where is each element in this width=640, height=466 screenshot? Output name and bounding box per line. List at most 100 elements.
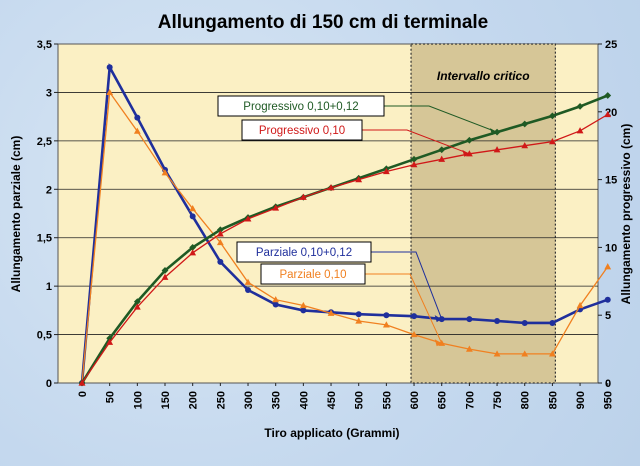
data-point [189, 244, 197, 251]
data-point [576, 301, 584, 309]
data-point [382, 321, 390, 328]
data-point [161, 169, 169, 176]
data-point [134, 114, 141, 121]
chart-title: Allungamento di 150 cm di terminale [158, 12, 488, 33]
data-point [466, 316, 473, 323]
data-point [521, 120, 529, 128]
x-tick-label: 500 [354, 391, 366, 409]
y-left-tick-label: 2,5 [37, 136, 52, 148]
y-right-tick-label: 25 [605, 39, 617, 51]
critical-interval-band [410, 43, 556, 384]
data-point [327, 184, 335, 191]
data-point [604, 92, 612, 99]
data-point [245, 287, 252, 294]
data-point [272, 296, 280, 303]
y-left-tick-label: 1,5 [37, 233, 52, 245]
data-point [216, 230, 224, 237]
y-left-tick-label: 3,5 [37, 39, 52, 51]
x-tick-label: 550 [381, 391, 393, 409]
data-point [106, 64, 113, 71]
data-point [410, 161, 418, 168]
x-tick-label: 350 [271, 391, 283, 409]
series-line-3 [80, 94, 609, 384]
data-point [576, 127, 584, 134]
data-point [604, 296, 611, 303]
callout-label: Parziale 0,10+0,12 [256, 247, 352, 259]
callout-arrowhead [490, 128, 498, 136]
y-right-tick-label: 15 [605, 175, 617, 187]
y-left-tick-label: 1 [46, 281, 52, 293]
callout-leader-line [365, 273, 443, 344]
x-tick-label: 700 [464, 391, 476, 409]
data-point [438, 155, 446, 162]
data-point [438, 146, 446, 154]
x-tick-label: 50 [105, 391, 117, 403]
data-point [465, 136, 473, 144]
data-point [299, 193, 307, 200]
series-line-2 [81, 90, 609, 384]
callout-box [260, 263, 366, 285]
data-point [355, 176, 363, 183]
data-point [244, 278, 252, 285]
data-point [548, 112, 556, 120]
data-point [161, 267, 169, 274]
data-point [78, 379, 86, 386]
data-point [189, 213, 196, 220]
callout-leader-line [371, 251, 443, 320]
data-point [604, 263, 612, 270]
callout-arrowhead [434, 315, 442, 323]
data-point [161, 273, 169, 280]
y-left-tick-label: 3 [46, 87, 52, 99]
x-tick-label: 850 [547, 391, 559, 409]
data-point [272, 301, 279, 308]
y-left-tick-label: 2 [46, 184, 52, 196]
x-tick-label: 0 [77, 391, 89, 397]
data-point [493, 146, 501, 153]
data-point [465, 345, 473, 352]
data-point [494, 318, 501, 325]
data-point [189, 249, 197, 256]
callout-label: Progressivo 0,10 [259, 125, 345, 137]
data-point [106, 88, 114, 96]
callout-arrowhead [434, 339, 442, 347]
callout-box [236, 241, 372, 263]
critical-interval-label: Intervallo critico [437, 69, 530, 83]
y-axis-right-title: Allungamento progressivo (cm) [619, 124, 633, 305]
y-axis-left-title: Allungamento parziale (cm) [9, 136, 23, 293]
data-point [300, 307, 307, 314]
series-line-1 [80, 62, 609, 384]
data-point [216, 226, 224, 234]
data-point [133, 127, 141, 134]
x-tick-label: 200 [188, 391, 200, 409]
data-point [216, 238, 224, 246]
data-point [521, 350, 529, 357]
callout-box [217, 95, 385, 117]
data-point [576, 102, 584, 110]
x-tick-label: 600 [409, 391, 421, 409]
y-left-tick-label: 0,5 [37, 330, 52, 342]
data-point [411, 313, 418, 320]
data-point [189, 205, 197, 212]
data-point [548, 138, 556, 145]
data-point [549, 319, 556, 326]
data-point [493, 350, 501, 357]
data-point [133, 303, 141, 310]
y-right-tick-label: 10 [605, 242, 617, 254]
x-tick-label: 150 [160, 391, 172, 409]
data-point [327, 309, 335, 316]
y-right-tick-label: 5 [605, 310, 611, 322]
x-tick-label: 250 [215, 391, 227, 409]
x-tick-label: 800 [520, 391, 532, 409]
series-line-4 [81, 113, 609, 384]
x-tick-label: 750 [492, 391, 504, 409]
data-point [548, 350, 556, 357]
x-tick-label: 950 [603, 391, 615, 409]
data-point [382, 167, 390, 175]
data-point [410, 330, 418, 338]
x-tick-label: 400 [298, 391, 310, 409]
x-tick-label: 900 [575, 391, 587, 409]
callout-box [241, 119, 363, 141]
data-point [217, 258, 224, 265]
